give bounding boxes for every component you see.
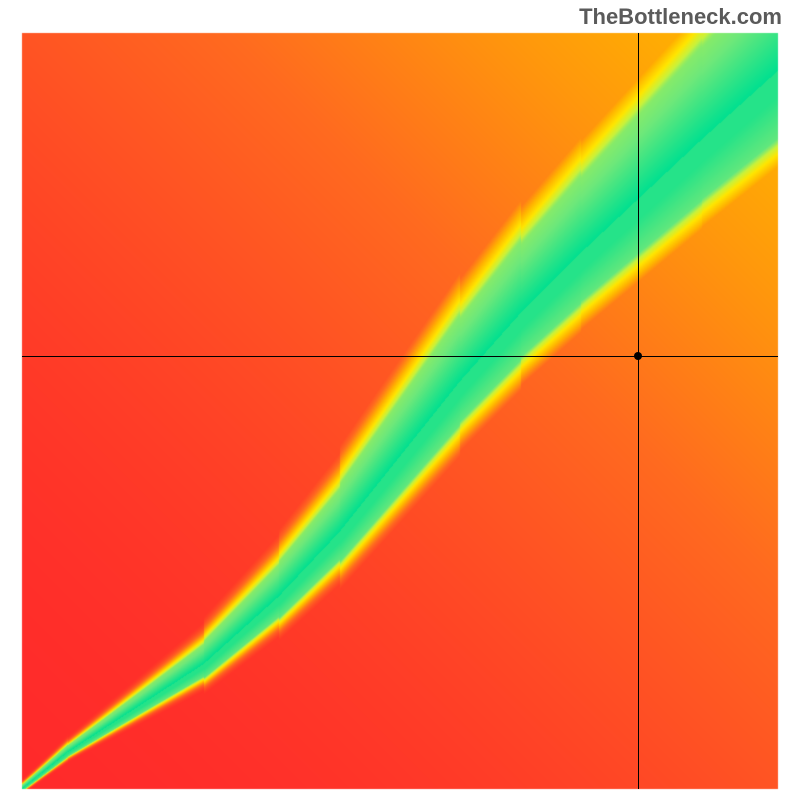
crosshair-horizontal <box>22 356 778 357</box>
watermark-text: TheBottleneck.com <box>579 4 782 30</box>
crosshair-marker <box>634 352 642 360</box>
bottleneck-heatmap <box>0 0 800 800</box>
crosshair-vertical <box>638 33 639 789</box>
chart-container: TheBottleneck.com <box>0 0 800 800</box>
